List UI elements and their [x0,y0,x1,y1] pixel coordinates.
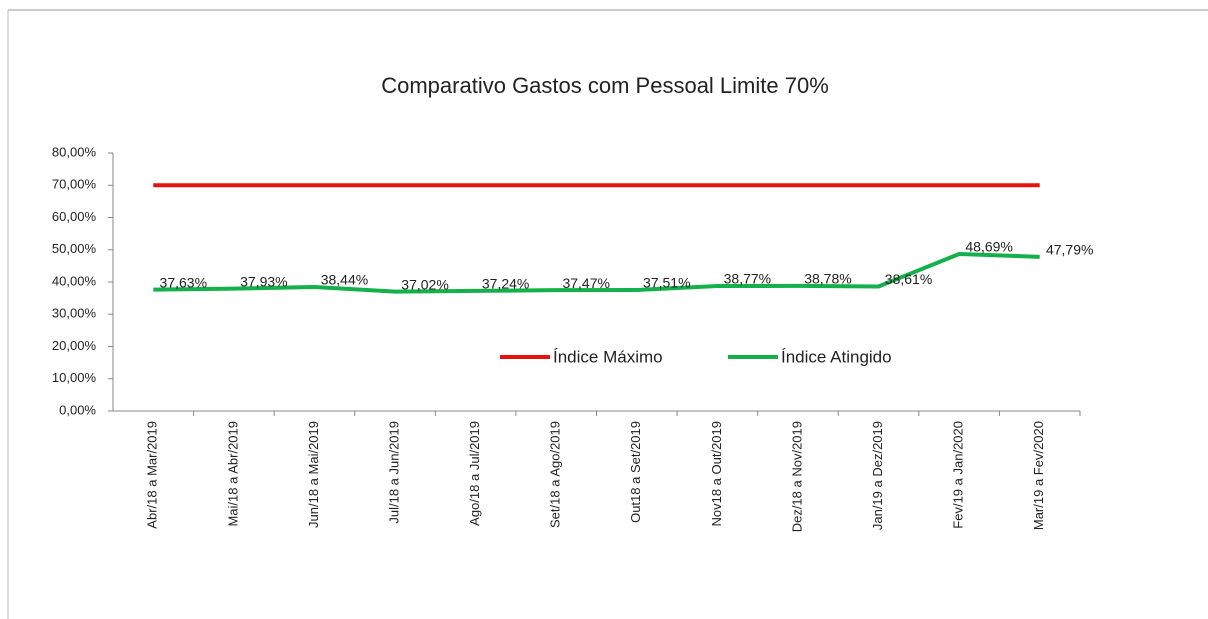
data-label: 38,44% [321,272,368,288]
x-tick-label: Dez/18 a Nov/2019 [789,421,804,532]
x-tick-label: Jan/19 a Dez/2019 [870,421,885,530]
x-tick-label: Jul/18 a Jun/2019 [386,421,401,524]
legend-label: Índice Atingido [781,347,892,366]
data-label: 37,63% [160,274,207,290]
y-tick-label: 30,00% [52,306,97,321]
data-label: 47,79% [1046,242,1093,258]
data-label: 48,69% [965,239,1012,255]
data-label: 37,24% [482,276,529,292]
data-label: 37,02% [401,276,448,292]
y-tick-label: 20,00% [52,338,97,353]
x-tick-label: Mar/19 a Fev/2020 [1031,421,1046,530]
data-label: 37,93% [240,273,287,289]
data-label: 37,51% [643,275,690,291]
data-label: 38,78% [804,271,851,287]
y-tick-label: 80,00% [52,144,97,159]
x-tick-label: Set/18 a Ago/2019 [548,421,563,528]
legend-label: Índice Máximo [553,347,663,366]
y-tick-label: 10,00% [52,370,97,385]
data-label: 38,77% [724,271,771,287]
x-tick-label: Abr/18 a Mar/2019 [145,421,160,529]
data-label: 37,47% [562,275,609,291]
y-tick-label: 0,00% [59,402,96,417]
x-tick-label: Nov18 a Out/2019 [709,421,724,527]
y-tick-label: 60,00% [52,209,97,224]
y-tick-label: 50,00% [52,241,97,256]
x-tick-label: Out18 a Set/2019 [628,421,643,523]
data-label: 38,61% [885,271,932,287]
y-tick-label: 40,00% [52,273,97,288]
series-line [153,251,1040,294]
chart-title: Comparativo Gastos com Pessoal Limite 70… [381,73,829,98]
x-tick-label: Jun/18 a Mai/2019 [306,421,321,528]
x-tick-label: Ago/18 a Jul/2019 [467,421,482,526]
x-tick-label: Fev/19 a Jan/2020 [951,421,966,529]
x-tick-label: Mai/18 a Abr/2019 [225,421,240,527]
y-tick-label: 70,00% [52,177,97,192]
